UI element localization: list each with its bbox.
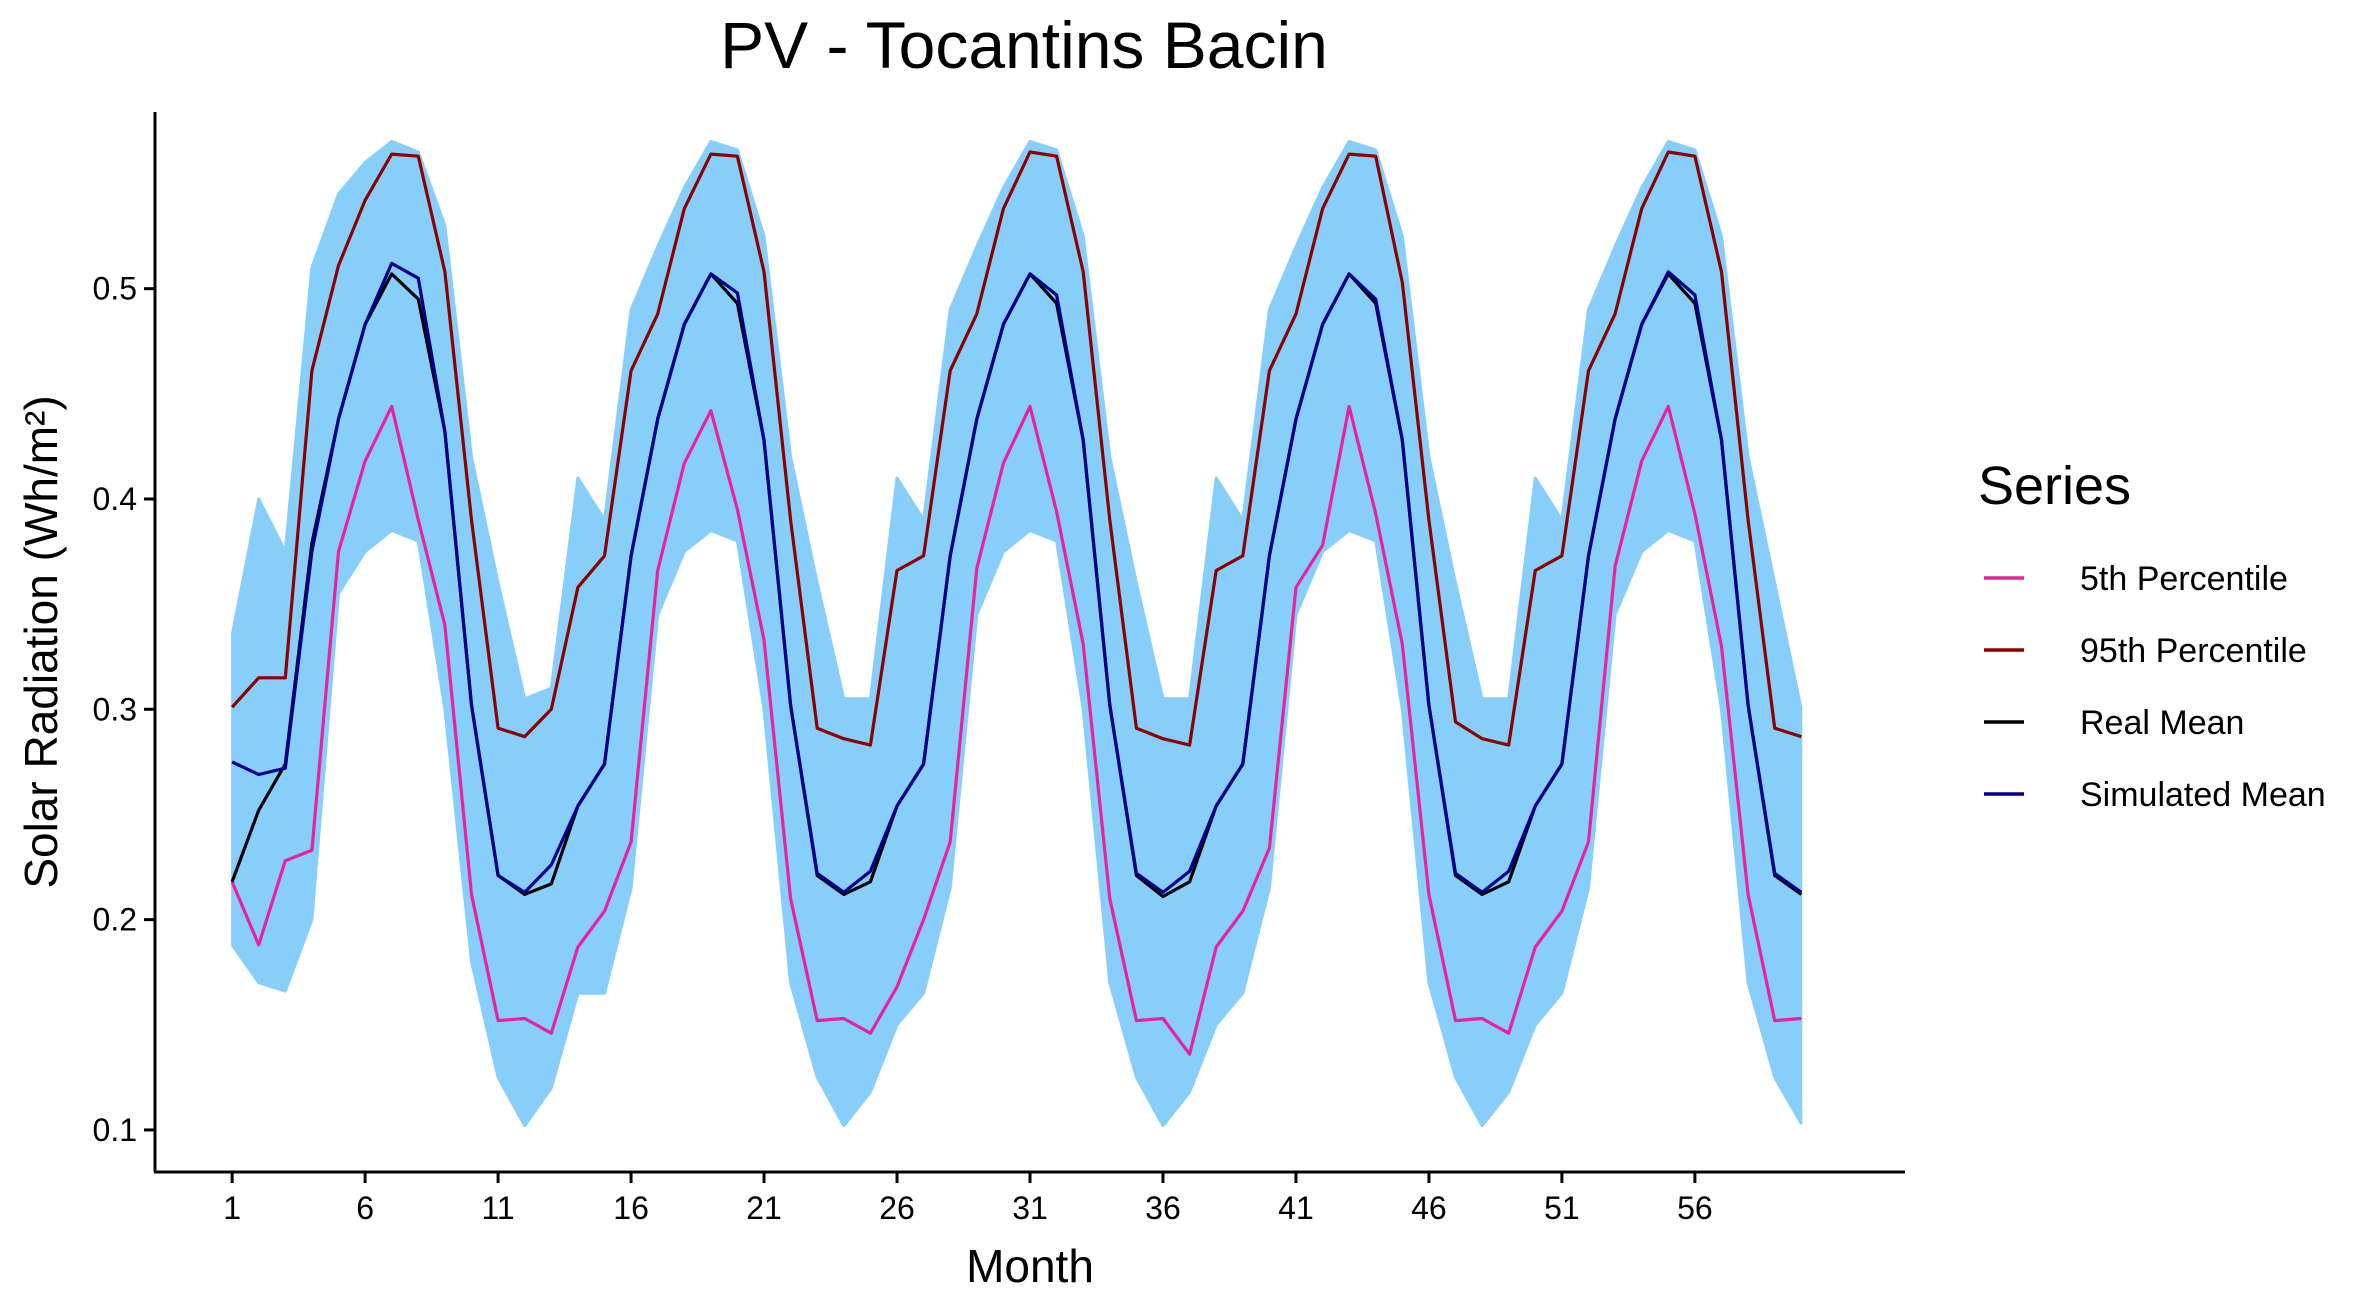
x-tick-label: 51 [1544,1190,1580,1226]
x-tick-label: 41 [1278,1190,1314,1226]
x-tick-label: 6 [356,1190,374,1226]
legend-label-real-mean: Real Mean [2080,704,2244,742]
legend-label-5th-percentile: 5th Percentile [2080,560,2288,598]
y-tick-label: 0.3 [93,691,137,727]
y-tick-label: 0.5 [93,271,137,307]
x-axis-title: Month [966,1240,1094,1292]
x-tick-label: 36 [1145,1190,1181,1226]
y-ticks: 0.1 0.2 0.3 0.4 0.5 [93,271,155,1148]
legend: Series 5th Percentile 95th Percentile Real… [1978,456,2326,814]
simulation-band-upper-edge [230,139,1803,710]
y-tick-label: 0.4 [93,481,137,517]
y-axis-title: Solar Radiation (Wh/m²) [15,395,67,888]
simulation-band-lower-edge [230,529,1803,1128]
x-tick-label: 11 [481,1190,514,1226]
y-tick-label: 0.1 [93,1112,137,1148]
y-tick-label: 0.2 [93,902,137,938]
x-tick-label: 56 [1677,1190,1713,1226]
series-line-95th-percentile [230,150,1802,747]
x-tick-label: 46 [1411,1190,1447,1226]
series-line-5th-percentile [230,404,1802,1056]
simulation-band-group [230,139,1803,1128]
x-tick-label: 31 [1012,1190,1048,1226]
legend-label-95th-percentile: 95th Percentile [2080,632,2307,670]
x-tick-label: 26 [879,1190,915,1226]
series-lines-group [230,150,1803,1056]
x-tick-label: 1 [223,1190,241,1226]
chart-title: PV - Tocantins Bacin [720,8,1328,82]
x-tick-label: 21 [746,1190,782,1226]
series-line-simulated-mean [231,261,1803,894]
legend-title: Series [1978,456,2131,516]
legend-label-simulated-mean: Simulated Mean [2080,776,2326,814]
x-tick-label: 16 [613,1190,649,1226]
legend-items: 5th Percentile 95th Percentile Real Mean Si… [1984,560,2326,814]
x-ticks: 1 6 11 16 21 26 31 36 41 46 51 56 [223,1172,1713,1226]
plot-area [230,139,1803,1128]
